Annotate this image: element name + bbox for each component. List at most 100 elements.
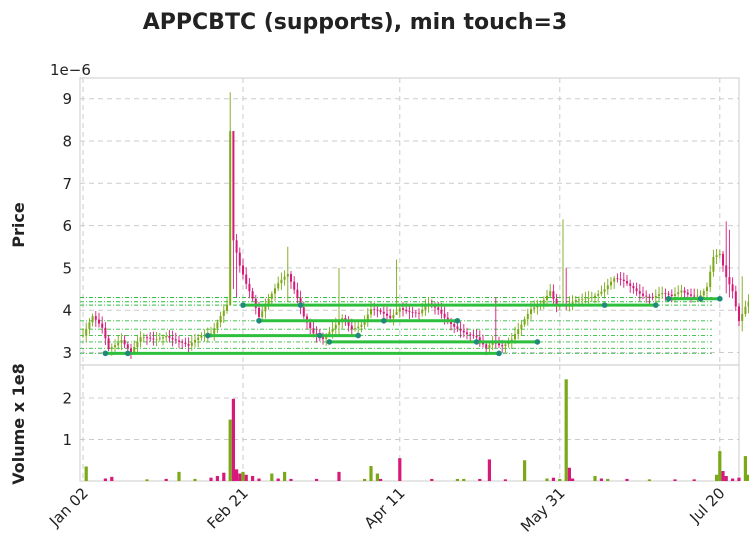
candle-body: [674, 294, 676, 297]
candle-body: [683, 290, 686, 293]
touch-points: [102, 295, 723, 357]
touch-point: [454, 317, 461, 324]
touch-point: [665, 295, 672, 302]
candle-body: [555, 298, 558, 307]
candle-body: [549, 291, 552, 296]
volume-bar: [692, 479, 696, 481]
candle-body: [309, 322, 312, 329]
volume-bar: [503, 479, 507, 481]
candle-body: [261, 311, 264, 317]
volume-tick-label: 2: [62, 390, 72, 408]
candle-body: [546, 295, 548, 300]
candle-body: [357, 326, 360, 329]
volume-bar: [737, 477, 741, 481]
volume-bar: [599, 478, 603, 481]
candle-body: [107, 338, 110, 349]
candle-body: [709, 271, 712, 288]
candle-body: [235, 240, 238, 253]
candle-body: [654, 295, 657, 298]
candle-body: [712, 256, 715, 272]
candle-body: [277, 283, 280, 289]
volume-bars: [84, 379, 749, 481]
volume-bar: [743, 456, 747, 481]
support-lines: [105, 297, 720, 355]
x-tick-label: Jul 20: [686, 484, 729, 527]
candle-body: [414, 312, 417, 314]
touch-point: [125, 350, 131, 357]
volume-bar: [145, 479, 149, 481]
x-tick-label: May 31: [517, 484, 569, 536]
candle-body: [222, 310, 225, 316]
volume-bar: [209, 477, 213, 481]
touch-point: [496, 350, 502, 357]
candle-body: [296, 289, 299, 298]
volume-bar: [462, 478, 466, 481]
touch-point: [102, 350, 109, 357]
candle-body: [466, 332, 468, 335]
volume-bar: [430, 478, 434, 481]
volume-bar: [571, 478, 575, 481]
candle-body: [302, 307, 305, 317]
candle-body: [446, 317, 449, 321]
candle-body: [616, 278, 619, 280]
volume-bar: [718, 451, 722, 481]
candle-body: [152, 338, 155, 340]
candle-body: [251, 291, 254, 299]
candle-body: [354, 328, 356, 330]
candle-body: [238, 252, 241, 266]
candle-body: [699, 295, 702, 297]
candle-body: [581, 299, 584, 300]
candle-body: [190, 342, 193, 346]
candle-body: [606, 285, 609, 290]
candle-body: [459, 328, 462, 331]
candle-body: [523, 319, 526, 325]
candle-body: [731, 284, 734, 292]
candle-body: [411, 312, 414, 313]
candle-body: [475, 335, 478, 338]
volume-tick-label: 1: [62, 431, 72, 449]
volume-bar: [721, 471, 725, 481]
candle-body: [219, 315, 222, 323]
candle-body: [619, 278, 622, 280]
candle-body: [690, 294, 692, 296]
candle-body: [242, 265, 244, 275]
candle-body: [613, 278, 616, 282]
volume-bar: [724, 476, 728, 481]
candle-body: [587, 298, 590, 299]
candle-body: [642, 293, 644, 296]
candle-body: [626, 281, 628, 284]
candle-body: [552, 291, 555, 299]
price-tick-label: 3: [62, 344, 72, 362]
volume-bar: [606, 478, 610, 481]
candle-body: [139, 337, 142, 343]
candle-body: [600, 291, 603, 294]
candle-body: [664, 292, 667, 294]
candle-body: [645, 295, 648, 297]
volume-bar: [398, 458, 402, 481]
volume-bar: [379, 478, 383, 481]
volume-bar: [567, 467, 571, 481]
touch-point: [355, 332, 362, 339]
candle-body: [136, 342, 139, 348]
candle-body: [680, 290, 683, 293]
candle-body: [706, 287, 708, 292]
candle-body: [270, 293, 273, 299]
candle-body: [174, 339, 177, 341]
candle-body: [98, 319, 100, 324]
candle-body: [718, 253, 721, 256]
touch-point: [317, 332, 323, 339]
candle-body: [322, 337, 324, 339]
x-tick-label: Feb 21: [203, 484, 251, 532]
touch-point: [326, 339, 333, 345]
candle-body: [488, 344, 491, 349]
x-axis-ticks: Jan 02 Feb 21 Apr 11 May 31 Jul 20: [45, 484, 728, 536]
volume-bar: [564, 379, 568, 481]
touch-point: [256, 317, 262, 324]
candle-body: [658, 294, 660, 296]
touch-point: [653, 302, 659, 308]
candle-body: [162, 337, 164, 339]
candle-body: [520, 324, 523, 330]
volume-bar: [276, 478, 280, 481]
candle-body: [366, 314, 369, 320]
candle-body: [110, 347, 113, 349]
